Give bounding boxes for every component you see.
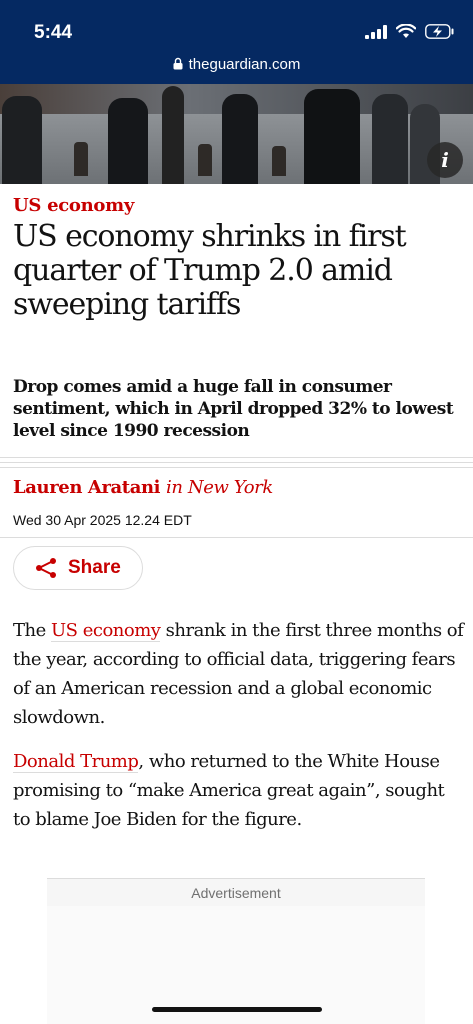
section-kicker[interactable]: US economy [13, 195, 134, 216]
article-paragraph: The US economy shrank in the first three… [13, 620, 464, 728]
status-time: 5:44 [34, 22, 73, 43]
share-button[interactable]: Share [13, 546, 143, 590]
article-paragraph: Donald Trump, who returned to the White … [13, 751, 445, 830]
byline-location: in New York [166, 477, 273, 498]
info-icon: i [441, 148, 449, 172]
article-headline: US economy shrinks in first quarter of T… [13, 219, 407, 322]
divider [0, 457, 473, 458]
byline: Lauren Aratani in New York [13, 477, 273, 498]
article-standfirst: Drop comes amid a huge fall in consumer … [13, 377, 454, 441]
inline-link-donald-trump[interactable]: Donald Trump [13, 751, 139, 773]
cellular-signal-icon [365, 24, 387, 39]
advertisement-label: Advertisement [47, 878, 425, 907]
advertisement-content[interactable] [47, 906, 425, 1024]
advertisement-slot: Advertisement [47, 878, 425, 1024]
lock-icon [173, 57, 183, 70]
divider [0, 537, 473, 538]
battery-charging-icon [425, 24, 454, 39]
divider [0, 467, 473, 468]
browser-header: 5:44 theguardian.com [0, 0, 473, 84]
publish-date: Wed 30 Apr 2025 12.24 EDT [13, 512, 192, 528]
divider [0, 462, 473, 463]
share-label: Share [68, 557, 121, 578]
url-text: theguardian.com [188, 56, 301, 73]
author-link[interactable]: Lauren Aratani [13, 477, 161, 498]
inline-link-us-economy[interactable]: US economy [50, 620, 161, 642]
home-indicator[interactable] [152, 1007, 322, 1012]
image-info-button[interactable]: i [427, 142, 463, 178]
wifi-icon [396, 24, 416, 38]
address-bar[interactable]: theguardian.com [0, 56, 473, 73]
share-icon [36, 558, 56, 578]
system-status-icons [365, 24, 455, 39]
article-hero-image: i [0, 84, 473, 184]
